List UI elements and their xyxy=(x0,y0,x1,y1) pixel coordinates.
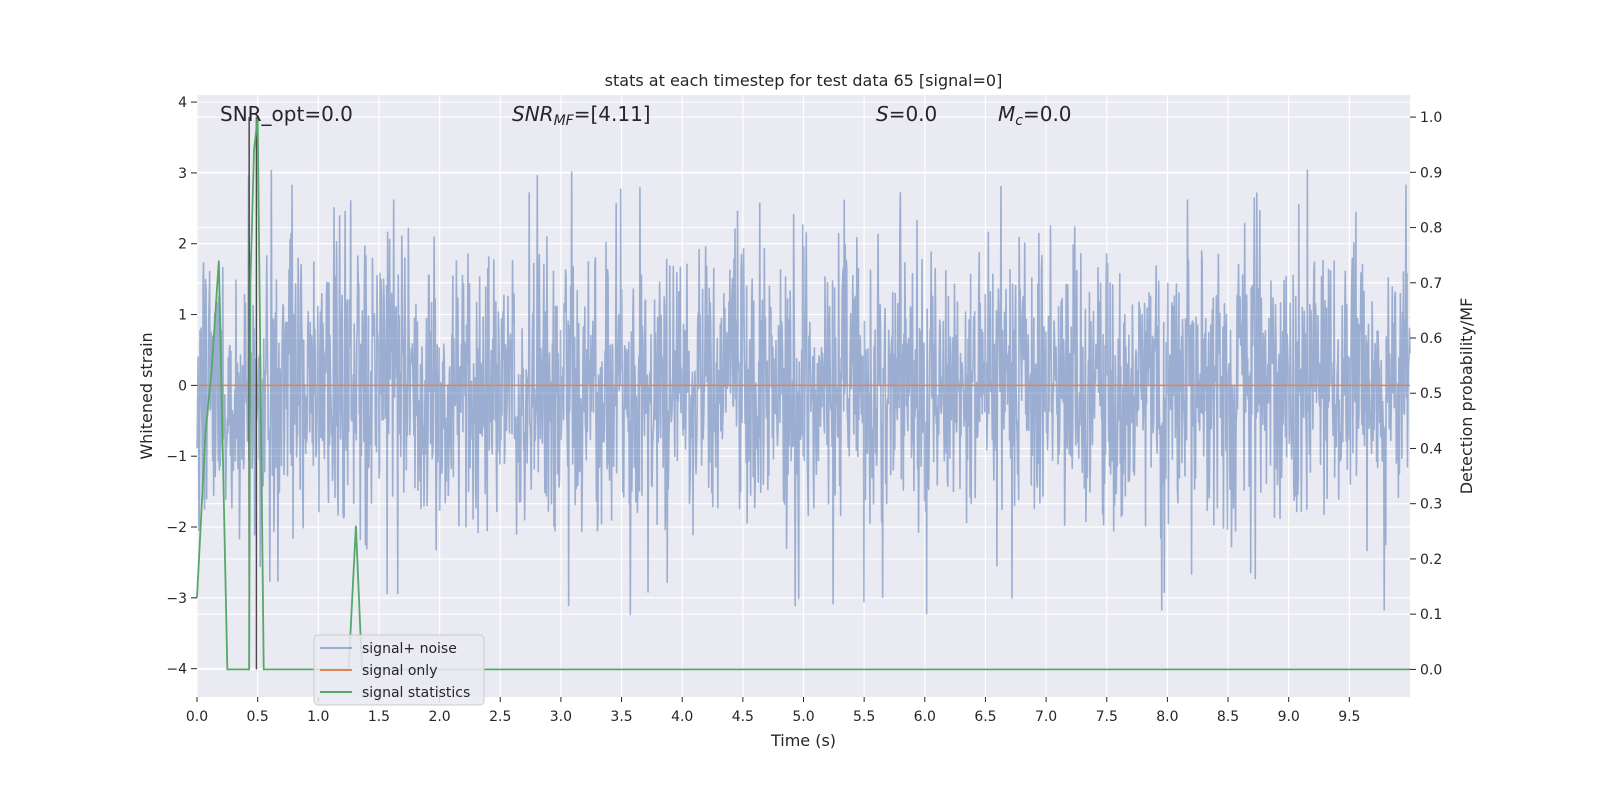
y2-tick-label: 0.6 xyxy=(1420,331,1442,347)
annotation-mc-sub: c xyxy=(1015,113,1023,129)
y-axis-label: Whitened strain xyxy=(137,332,156,459)
y-tick-label: 2 xyxy=(178,237,187,253)
y2-tick-label: 0.0 xyxy=(1420,662,1442,678)
y2-tick-label: 0.1 xyxy=(1420,607,1442,623)
x-tick-label: 7.5 xyxy=(1096,709,1118,725)
y2-tick-label: 0.5 xyxy=(1420,386,1442,402)
y2-tick-label: 0.8 xyxy=(1420,221,1442,237)
legend-label: signal statistics xyxy=(362,685,470,701)
x-tick-label: 6.5 xyxy=(974,709,996,725)
x-tick-label: 3.0 xyxy=(550,709,572,725)
annotation-snr-mf-rest: =[4.11] xyxy=(574,102,651,126)
y2-tick-label: 1.0 xyxy=(1420,110,1442,126)
x-tick-label: 8.5 xyxy=(1217,709,1239,725)
y-tick-label: −4 xyxy=(166,662,187,678)
legend-box xyxy=(313,634,485,706)
signal-statistics-line xyxy=(196,116,1410,671)
y2-tick-label: 0.4 xyxy=(1420,441,1442,457)
x-tick-label: 2.0 xyxy=(428,709,450,725)
y-tick-label: 3 xyxy=(178,166,187,182)
annotation-s-rest: =0.0 xyxy=(889,102,938,126)
y-tick-label: 4 xyxy=(178,95,187,111)
y-tick-label: −2 xyxy=(166,520,187,536)
y2-tick-label: 0.9 xyxy=(1420,165,1442,181)
y2-tick-label: 0.2 xyxy=(1420,552,1442,568)
x-tick-label: 8.0 xyxy=(1156,709,1178,725)
x-tick-label: 3.5 xyxy=(610,709,632,725)
y-tick-label: 0 xyxy=(178,378,187,394)
x-tick-label: 5.5 xyxy=(853,709,875,725)
annotation-snr-mf-main: SNR xyxy=(512,102,554,126)
legend-label: signal only xyxy=(362,663,437,679)
annotation-snr-mf: SNRMF=[4.11] xyxy=(512,102,651,129)
annotation-s-var: S xyxy=(876,102,889,126)
y2-axis-ticks: 0.0 0.1 0.2 0.3 0.4 0.5 0.6 0.7 0.8 0.9 1.0 xyxy=(1410,110,1442,678)
y-axis-ticks: −4 −3 −2 −1 0 1 2 3 4 xyxy=(166,95,197,678)
x-tick-label: 9.0 xyxy=(1278,709,1300,725)
x-tick-label: 1.5 xyxy=(368,709,390,725)
y-tick-label: −3 xyxy=(166,591,187,607)
x-tick-label: 4.5 xyxy=(732,709,754,725)
legend-label: signal+ noise xyxy=(362,641,457,657)
y2-tick-label: 0.7 xyxy=(1420,276,1442,292)
x-tick-label: 5.0 xyxy=(792,709,814,725)
chart-title: stats at each timestep for test data 65 … xyxy=(605,71,1003,90)
annotation-mc-main: M xyxy=(998,102,1015,126)
annotation-s: S=0.0 xyxy=(876,102,937,126)
annotation-mc: Mc=0.0 xyxy=(998,102,1072,129)
y-tick-label: 1 xyxy=(178,308,187,324)
series-signal-statistics xyxy=(196,116,1410,671)
y2-tick-label: 0.3 xyxy=(1420,497,1442,513)
x-tick-label: 2.5 xyxy=(489,709,511,725)
y-tick-label: −1 xyxy=(166,449,187,465)
annotation-mc-rest: =0.0 xyxy=(1023,102,1072,126)
x-tick-label: 6.0 xyxy=(914,709,936,725)
x-tick-label: 0.0 xyxy=(186,709,208,725)
x-axis-label: Time (s) xyxy=(770,731,836,750)
annotation-snr-mf-sub: MF xyxy=(554,113,575,129)
x-axis-ticks: 0.0 0.5 1.0 1.5 2.0 2.5 3.0 3.5 4.0 4.5 5.0 5.5 6.0 6… xyxy=(186,697,1360,725)
legend: signal+ noise signal only signal statistic… xyxy=(313,634,485,706)
x-tick-label: 9.5 xyxy=(1338,709,1360,725)
x-tick-label: 4.0 xyxy=(671,709,693,725)
x-tick-label: 0.5 xyxy=(247,709,269,725)
signal-noise-line xyxy=(196,169,1411,616)
y2-axis-label: Detection probability/MF xyxy=(1457,298,1476,495)
annotation-snr-opt: SNR_opt=0.0 xyxy=(220,102,353,126)
x-tick-label: 7.0 xyxy=(1035,709,1057,725)
series-signal-noise xyxy=(196,169,1411,616)
x-tick-label: 1.0 xyxy=(307,709,329,725)
